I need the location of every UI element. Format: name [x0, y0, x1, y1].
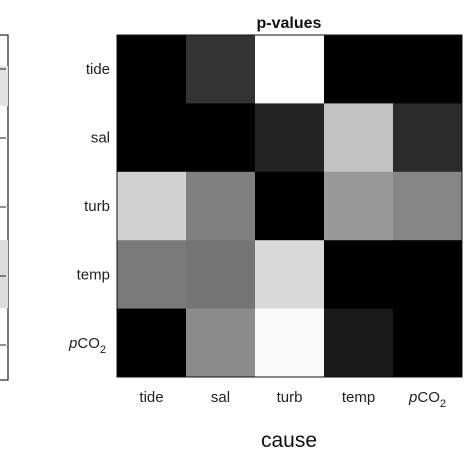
chart-title: p-values [257, 15, 322, 32]
heatmap-cell-r1-c2 [255, 103, 325, 173]
tick-label: sal [211, 389, 230, 406]
tick-label: temp [77, 266, 110, 283]
heatmap-cell-r4-c0 [117, 308, 187, 378]
plot-frame [116, 34, 463, 378]
heatmap-cell-r2-c2 [255, 171, 325, 241]
heatmap-cell-r1-c4 [393, 103, 463, 173]
heatmap-cell-r0-c4 [393, 35, 463, 104]
heatmap-cell-r3-c3 [324, 240, 394, 310]
tick-label: sal [91, 130, 110, 147]
tick-main-part: sal [211, 389, 230, 406]
tick-main-part: CO [77, 335, 100, 352]
tick-italic-part: p [68, 335, 77, 352]
x-axis-label: cause [261, 429, 317, 452]
heatmap-cell-r4-c4 [393, 308, 463, 378]
heatmap-cell-r1-c0 [117, 103, 187, 173]
x-tick-labels: tide sal turb temp pCO2 [139, 389, 446, 410]
heatmap-cell-r2-c3 [324, 171, 394, 241]
tick-label: pCO2 [408, 389, 446, 410]
tick-main-part: sal [91, 130, 110, 147]
tick-label: turb [84, 198, 110, 215]
tick-label: turb [277, 389, 303, 406]
heatmap-cell-r0-c2 [255, 35, 325, 104]
tick-main-part: tide [139, 389, 163, 406]
tick-label: pCO2 [68, 335, 106, 356]
tick-main-part: temp [342, 389, 375, 406]
tick-label: tide [139, 389, 163, 406]
heatmap-cell-r0-c0 [117, 35, 187, 104]
tick-label: tide [86, 61, 110, 78]
left-panel-fragment [0, 34, 9, 381]
tick-label: temp [342, 389, 375, 406]
heatmap-cell-r3-c4 [393, 240, 463, 310]
tick-subscript-part: 2 [100, 344, 106, 356]
heatmap-cell-r2-c0 [117, 171, 187, 241]
heatmap-cell-r4-c2 [255, 308, 325, 378]
tick-italic-part: p [408, 389, 417, 406]
heatmap-cell-r2-c1 [186, 171, 256, 241]
tick-main-part: turb [84, 198, 110, 215]
heatmap-cell-r3-c1 [186, 240, 256, 310]
tick-main-part: CO [417, 389, 440, 406]
heatmap-cell-r0-c1 [186, 35, 256, 104]
heatmap-cell-r4-c3 [324, 308, 394, 378]
heatmap-cell-r2-c4 [393, 171, 463, 241]
tick-main-part: temp [77, 266, 110, 283]
heatmap-cell-r3-c0 [117, 240, 187, 310]
heatmap-cell-r4-c1 [186, 308, 256, 378]
heatmap-cells [117, 35, 463, 378]
tick-main-part: tide [86, 61, 110, 78]
heatmap-cell-r0-c3 [324, 35, 394, 104]
tick-main-part: turb [277, 389, 303, 406]
heatmap-cell-r1-c3 [324, 103, 394, 173]
heatmap-cell-r1-c1 [186, 103, 256, 173]
heatmap-cell-r3-c2 [255, 240, 325, 310]
y-tick-labels: tide sal turb temp pCO2 [68, 61, 110, 356]
tick-subscript-part: 2 [440, 398, 446, 410]
